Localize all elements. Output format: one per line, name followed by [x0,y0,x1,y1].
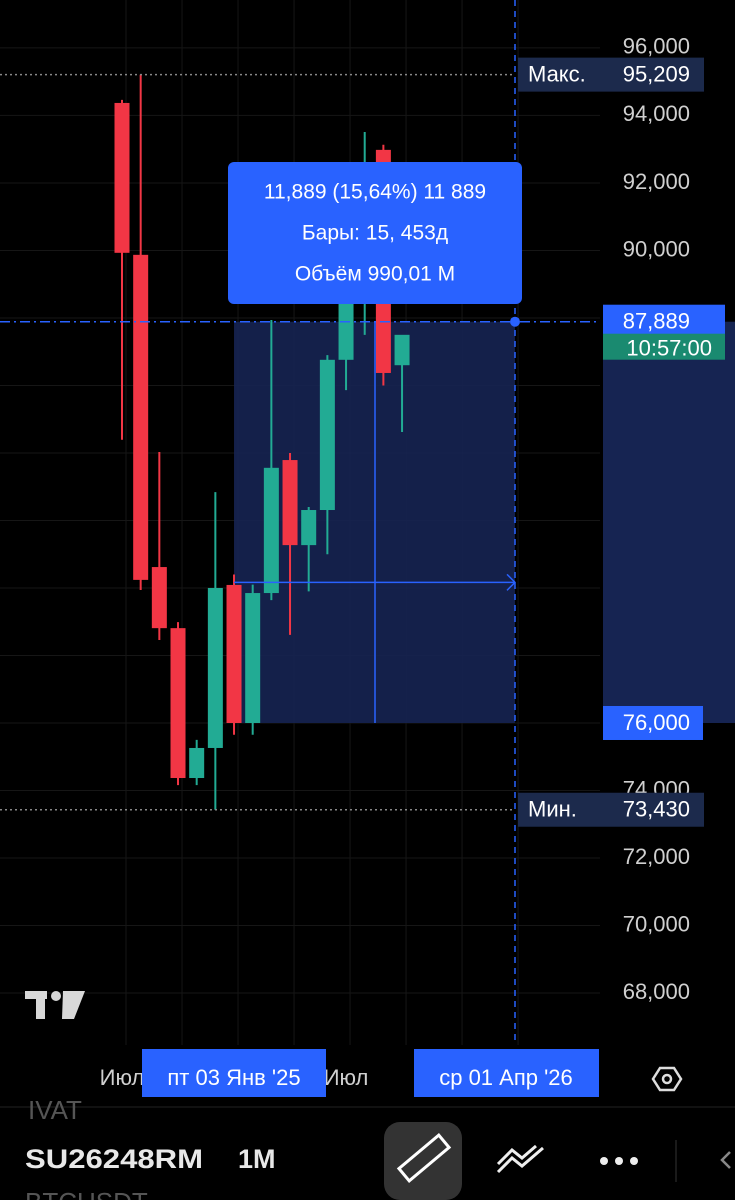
candle-body [263,467,279,594]
candle-body [319,359,335,511]
tradingview-logo [25,991,85,1019]
countdown-box [603,333,725,360]
y-tick-label: 96,000 [623,34,690,59]
measure-low-box [603,705,703,740]
ruler-icon [396,1133,452,1183]
y-tick-label: 72,000 [623,844,690,869]
drawing-icon[interactable] [496,1146,544,1174]
candle-body [207,587,223,748]
y-tick-label: 70,000 [623,911,690,936]
measure-low-label: 76,000 [623,710,690,735]
candle-body [114,102,130,253]
prev-symbol: IVAT [28,1095,82,1125]
y-tick-label: 94,000 [623,101,690,126]
measure-tooltip-line: 11,889 (15,64%) 11 889 [264,181,486,204]
measure-arrow [506,573,517,591]
fade [203,1140,228,1180]
candle-body [133,254,149,580]
y-tick-label: 68,000 [623,979,690,1004]
candle-body [151,567,167,629]
candle-body [170,628,186,779]
drawing-icon-2 [496,1144,537,1166]
x-tick-label: Июл [324,1065,369,1090]
end-date-box [414,1049,599,1097]
next-symbol: BTCUSDT [25,1187,148,1200]
extreme-value: 95,209 [623,61,690,86]
extreme-name: Мин. [528,797,577,822]
candle-body [189,747,205,779]
y-tick-label: 90,000 [623,236,690,261]
y-tick-label: 92,000 [623,169,690,194]
end-date-label: ср 01 Апр '26 [439,1065,573,1090]
ruler-button[interactable] [384,1122,462,1200]
last-price-box [603,304,725,339]
interval[interactable]: 1M [238,1144,276,1174]
candle-body [394,334,410,366]
price-range-band [603,321,735,723]
settings-icon[interactable] [651,1066,683,1092]
countdown-label: 10:57:00 [626,336,712,361]
extreme-name: Макс. [528,61,586,86]
measure-tooltip-line: Объём 990,01 М [295,263,455,286]
x-tick-label: Июл [100,1065,145,1090]
measure-tooltip-line: Бары: 15, 453д [302,222,448,245]
chevron[interactable] [720,1151,731,1169]
extreme-value: 73,430 [623,797,690,822]
candle-body [226,584,242,723]
candle-body [338,300,354,360]
extreme-box [518,792,704,827]
extreme-box [518,57,704,92]
measure-tooltip [228,162,522,304]
last-price-label: 87,889 [623,309,690,334]
candle-body [245,593,261,723]
crosshair-dot [510,316,520,327]
candle-body [301,510,317,546]
start-date-label: пт 03 Янв '25 [167,1065,300,1090]
candle-body [282,460,298,546]
start-date-box [142,1049,326,1097]
more-icon[interactable] [600,1157,638,1165]
symbol[interactable]: SU26248RM [25,1144,203,1174]
